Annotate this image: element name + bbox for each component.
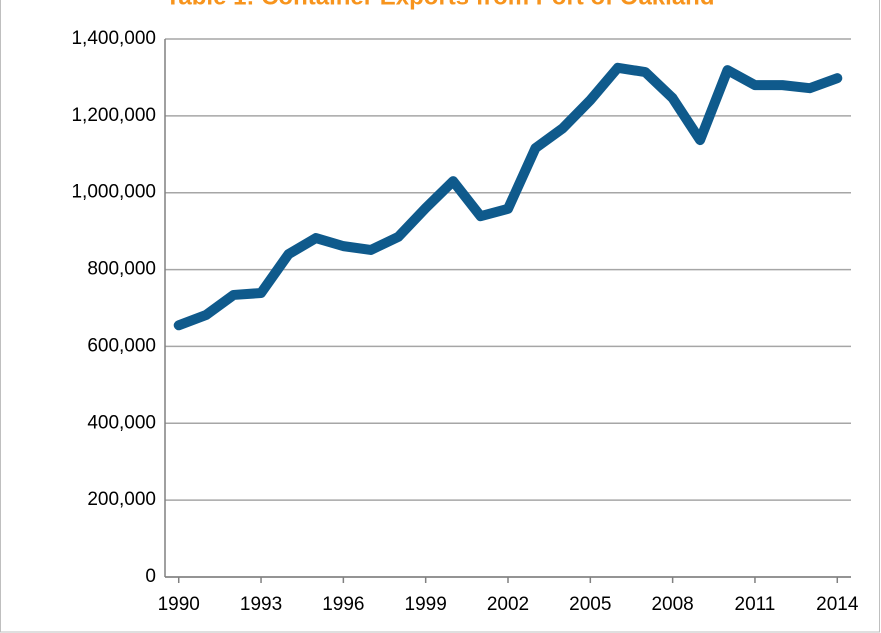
x-tick-label: 2014 [816, 594, 859, 615]
y-tick-label: 1,200,000 [71, 105, 156, 126]
y-tick-label: 1,000,000 [71, 182, 156, 203]
y-tick-label: 400,000 [87, 412, 156, 433]
y-tick-label: 1,400,000 [71, 28, 156, 49]
chart-title: Table 1: Container Exports from Port of … [166, 0, 715, 10]
x-tick-label: 2011 [735, 594, 776, 615]
y-tick-label: 600,000 [87, 335, 156, 356]
x-tick-label: 1996 [322, 594, 364, 615]
x-tick-label: 1990 [158, 594, 200, 615]
y-tick-label: 0 [145, 566, 156, 587]
y-tick-label: 200,000 [87, 489, 156, 510]
data-line [173, 62, 843, 331]
x-tick-label: 2002 [487, 594, 529, 615]
x-tick-label: 2008 [651, 594, 693, 615]
x-tick-label: 1993 [240, 594, 282, 615]
y-tick-label: 800,000 [87, 259, 156, 280]
x-tick-label: 1999 [405, 594, 447, 615]
x-tick-label: 2005 [569, 594, 611, 615]
